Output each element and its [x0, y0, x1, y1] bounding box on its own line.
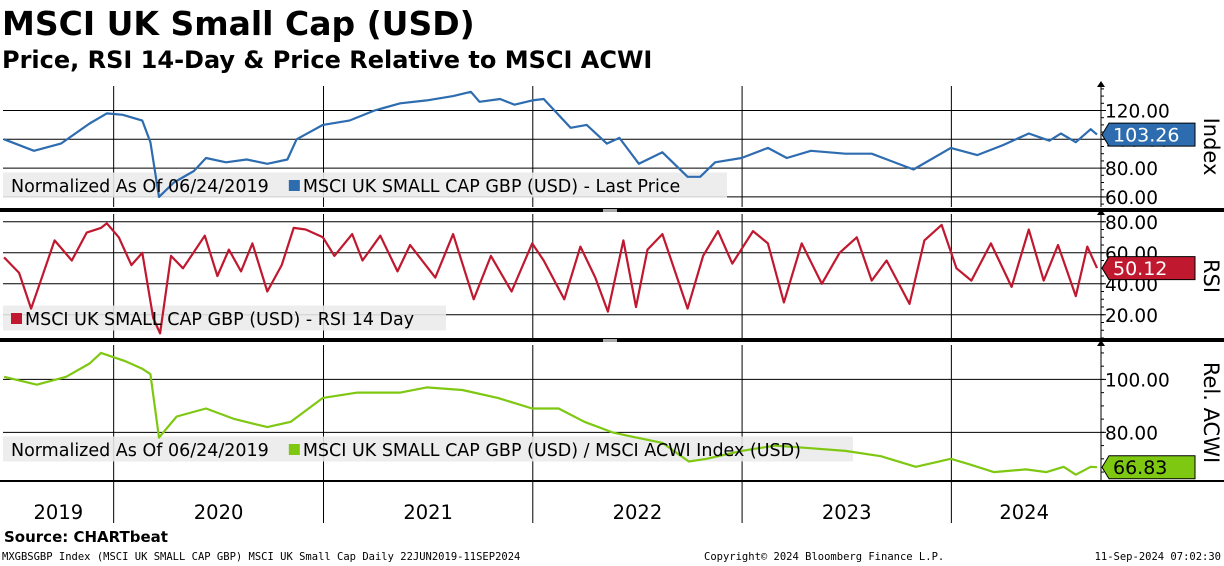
price-y-tick-label: 60.00 [1105, 188, 1158, 209]
x-axis-year-label: 2022 [613, 501, 663, 524]
x-axis-year-label: 2019 [34, 501, 84, 524]
source-label: Source: CHARTbeat [4, 528, 168, 546]
x-axis-year-label: 2020 [194, 501, 244, 524]
x-axis: 2019 2020 2021 2022 2023 2024 [0, 480, 1224, 524]
rsi-legend-label: MSCI UK SMALL CAP GBP (USD) - RSI 14 Day [25, 310, 414, 330]
rsi-axis-title: RSI [1199, 259, 1223, 293]
rsi-y-tick-label: 20.00 [1105, 306, 1158, 327]
footer-timestamp: 11-Sep-2024 07:02:30 [1095, 551, 1221, 563]
rsi-series-line [3, 222, 1099, 335]
panel-splitter-handle [603, 339, 617, 342]
rsi-last-value-badge [1101, 256, 1196, 281]
rel-axis-arrow [1097, 340, 1105, 346]
price-last-value-badge [1101, 122, 1196, 147]
rel-last-value-badge [1101, 455, 1196, 480]
rsi-last-value: 50.12 [1113, 258, 1167, 280]
footer-copyright: Copyright© 2024 Bloomberg Finance L.P. [704, 551, 944, 563]
rel-y-tick-label: 100.00 [1105, 370, 1170, 391]
plot-area: Normalized As Of 06/24/2019 MSCI UK SMALL… [0, 81, 1224, 480]
x-axis-year-label: 2021 [403, 501, 453, 524]
rel-legend-prefix: Normalized As Of 06/24/2019 [11, 441, 269, 461]
rel-y-tick-label: 80.00 [1105, 423, 1158, 444]
rsi-legend-box [3, 305, 446, 331]
panel-rel: Normalized As Of 06/24/2019 MSCI UK SMALL… [3, 340, 1223, 480]
price-axis-title: Index [1199, 118, 1223, 176]
rel-series-line [3, 351, 1098, 476]
rel-legend-swatch [288, 444, 300, 455]
chart-title: MSCI UK Small Cap (USD) [2, 4, 475, 43]
rel-axis-title: Rel. ACWI [1199, 362, 1223, 463]
x-axis-year-label: 2024 [999, 501, 1049, 524]
panel-rsi: MSCI UK SMALL CAP GBP (USD) - RSI 14 Day… [3, 209, 1223, 339]
price-last-value: 103.26 [1113, 125, 1179, 147]
panel-price: Normalized As Of 06/24/2019 MSCI UK SMALL… [3, 81, 1223, 209]
x-axis-year-label: 2023 [822, 501, 872, 524]
price-y-tick-label: 80.00 [1105, 159, 1158, 180]
rsi-y-tick-label: 80.00 [1105, 213, 1158, 234]
rsi-legend-swatch [11, 313, 22, 324]
price-legend-label: MSCI UK SMALL CAP GBP (USD) - Last Price [303, 177, 680, 197]
rel-last-value: 66.83 [1113, 457, 1167, 479]
rel-legend-label: MSCI UK SMALL CAP GBP (USD) / MSCI ACWI … [303, 441, 801, 461]
price-legend-swatch [288, 180, 300, 191]
price-axis-arrow [1097, 81, 1105, 87]
footer-ticker-info: MXGBSGBP Index (MSCI UK SMALL CAP GBP) M… [2, 551, 520, 563]
panel-splitter-handle [603, 209, 617, 212]
chart-subtitle: Price, RSI 14-Day & Price Relative to MS… [2, 46, 652, 74]
price-legend-prefix: Normalized As Of 06/24/2019 [11, 177, 269, 197]
price-legend-box [3, 172, 727, 198]
price-y-tick-label: 120.00 [1105, 101, 1170, 122]
price-series-line [3, 90, 1098, 198]
